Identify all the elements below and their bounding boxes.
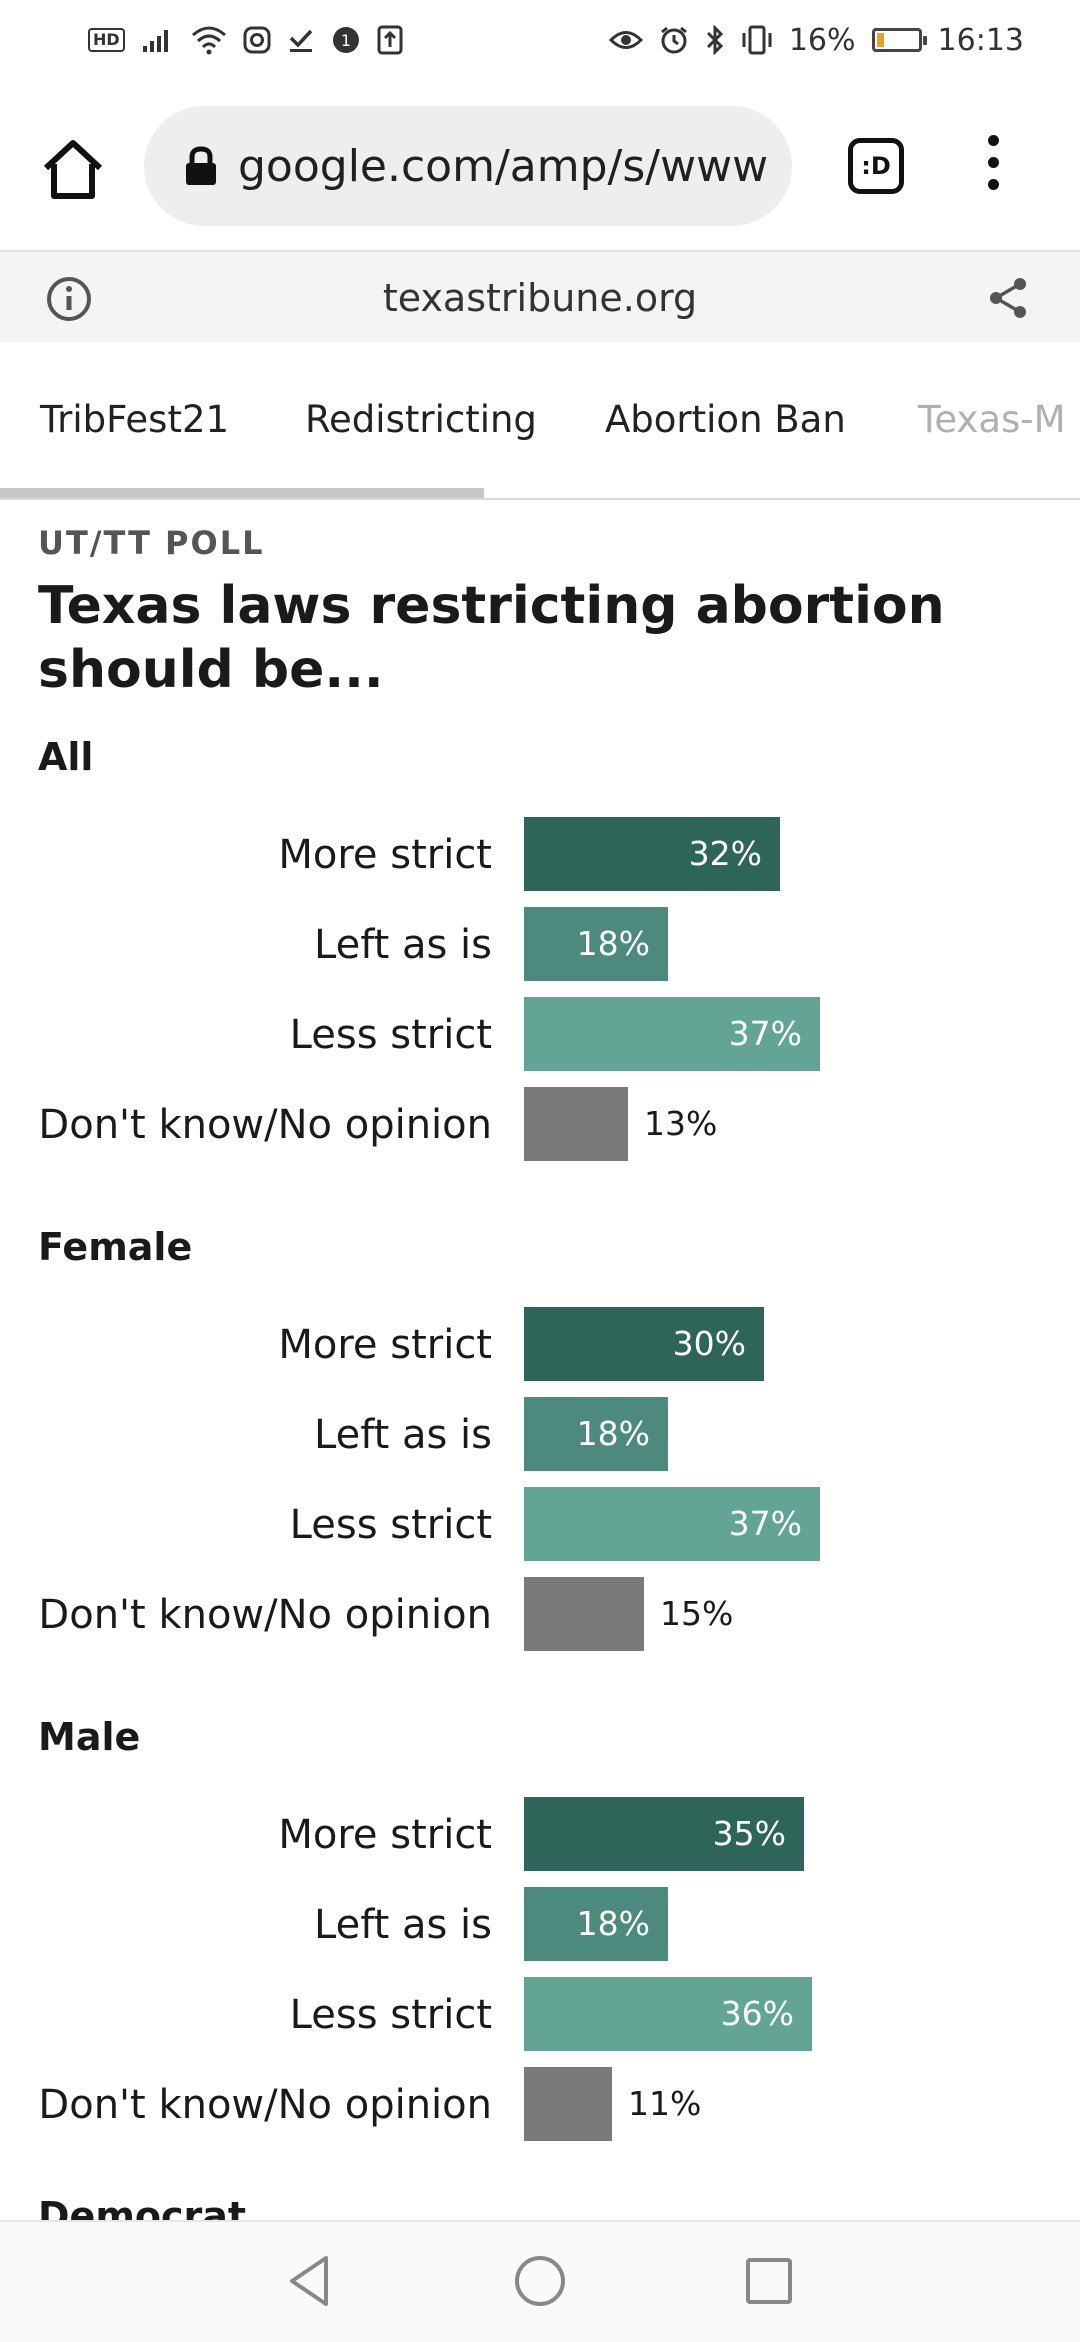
status-bar: HD 1 [0, 0, 1080, 80]
amp-domain[interactable]: texastribune.org [382, 276, 698, 320]
lock-icon [186, 146, 216, 185]
instagram-icon [243, 26, 271, 54]
hd-badge: HD [88, 28, 125, 52]
home-circle-icon[interactable] [507, 2248, 573, 2314]
battery-fill [876, 33, 884, 47]
url-bar[interactable]: google.com/amp/s/www [144, 106, 792, 226]
chart-kicker: UT/TT POLL [38, 524, 265, 562]
bar-value-label: 32% [688, 834, 762, 873]
bar-label: Don't know/No opinion [38, 2082, 492, 2128]
notification-icon: 1 [332, 27, 359, 53]
bar-left-as-is: 18% [524, 907, 668, 981]
url-text: google.com/amp/s/www [238, 140, 769, 192]
bar-value-label: 35% [712, 1814, 786, 1853]
menu-dot [987, 135, 999, 146]
battery-percent: 16% [788, 22, 856, 58]
home-icon[interactable] [38, 134, 108, 204]
bar-more-strict: 30% [524, 1307, 764, 1381]
bar-value-label: 18% [576, 1414, 650, 1453]
bar-label: More strict [278, 832, 492, 878]
bar-label: Less strict [289, 1502, 492, 1548]
nav-item-tribfest21[interactable]: TribFest21 [40, 398, 230, 441]
group-title-female: Female [38, 1225, 193, 1269]
bar-don-t-know-no-opinion [524, 1087, 628, 1161]
eye-icon [608, 31, 643, 49]
bar-row: Don't know/No opinion 15% [0, 1577, 1080, 1653]
bar-label: More strict [278, 1322, 492, 1368]
bar-label: Left as is [314, 1902, 492, 1948]
bar-don-t-know-no-opinion [524, 2067, 612, 2141]
signal-icon [142, 30, 168, 52]
chart-title: Texas laws restricting abortion should b… [38, 576, 945, 700]
bar-label: Don't know/No opinion [38, 1102, 492, 1148]
bar-more-strict: 32% [524, 817, 780, 891]
svg-text:1: 1 [341, 31, 351, 50]
bar-value-label: 36% [720, 1994, 794, 2033]
bar-more-strict: 35% [524, 1797, 804, 1871]
bar-less-strict: 37% [524, 1487, 820, 1561]
bar-value-label: 37% [728, 1014, 802, 1053]
amp-header: texastribune.org [0, 250, 1080, 344]
overflow-menu-icon[interactable] [978, 135, 1008, 201]
vibrate-icon [742, 25, 772, 55]
upload-icon [377, 25, 403, 55]
bar-row: Left as is 18% [0, 1887, 1080, 1963]
bar-label: Left as is [314, 922, 492, 968]
bar-row: Left as is 18% [0, 907, 1080, 983]
bar-value-label: 37% [728, 1504, 802, 1543]
tab-switcher-button[interactable]: :D [848, 138, 904, 194]
bar-value-label: 30% [672, 1324, 746, 1363]
bar-row: Less strict 37% [0, 1487, 1080, 1563]
bar-left-as-is: 18% [524, 1397, 668, 1471]
bar-value-label: 13% [644, 1104, 718, 1143]
bar-row: More strict 32% [0, 817, 1080, 893]
bar-less-strict: 36% [524, 1977, 812, 2051]
bar-label: More strict [278, 1812, 492, 1858]
bar-value-label: 15% [660, 1594, 734, 1633]
bar-row: More strict 30% [0, 1307, 1080, 1383]
alarm-icon [660, 26, 687, 54]
battery-icon [871, 28, 927, 52]
nav-item-texas-m[interactable]: Texas-M [918, 398, 1066, 441]
bar-row: Less strict 37% [0, 997, 1080, 1073]
bar-row: Don't know/No opinion 11% [0, 2067, 1080, 2143]
nav-item-redistricting[interactable]: Redistricting [305, 398, 537, 441]
group-title-all: All [38, 735, 94, 779]
back-icon[interactable] [278, 2248, 344, 2314]
bar-label: Less strict [289, 1012, 492, 1058]
site-nav: TribFest21 Redistricting Abortion Ban Te… [0, 342, 1080, 500]
bar-less-strict: 37% [524, 997, 820, 1071]
menu-dot [987, 157, 999, 168]
bar-value-label: 11% [628, 2084, 702, 2123]
download-done-icon [289, 29, 312, 52]
recents-icon[interactable] [736, 2248, 802, 2314]
nav-item-abortion-ban[interactable]: Abortion Ban [605, 398, 846, 441]
bar-label: Less strict [289, 1992, 492, 2038]
bar-label: Don't know/No opinion [38, 1592, 492, 1638]
status-bar-left: HD 1 [88, 25, 403, 55]
browser-toolbar: google.com/amp/s/www :D [0, 80, 1080, 250]
bar-label: Left as is [314, 1412, 492, 1458]
group-title-male: Male [38, 1715, 141, 1759]
bar-row: More strict 35% [0, 1797, 1080, 1873]
bar-don-t-know-no-opinion [524, 1577, 644, 1651]
wifi-icon [191, 26, 226, 55]
android-nav-bar [0, 2220, 1080, 2342]
menu-dot [987, 179, 999, 190]
bar-left-as-is: 18% [524, 1887, 668, 1961]
bluetooth-icon [706, 25, 723, 55]
bar-row: Less strict 36% [0, 1977, 1080, 2053]
info-icon[interactable] [46, 276, 92, 322]
nav-scroll-indicator [0, 488, 484, 498]
bar-value-label: 18% [576, 924, 650, 963]
clock: 16:13 [937, 22, 1024, 58]
share-icon[interactable] [984, 274, 1032, 322]
status-bar-right: 16% 16:13 [608, 22, 1024, 58]
bar-row: Left as is 18% [0, 1397, 1080, 1473]
bar-value-label: 18% [576, 1904, 650, 1943]
bar-row: Don't know/No opinion 13% [0, 1087, 1080, 1163]
